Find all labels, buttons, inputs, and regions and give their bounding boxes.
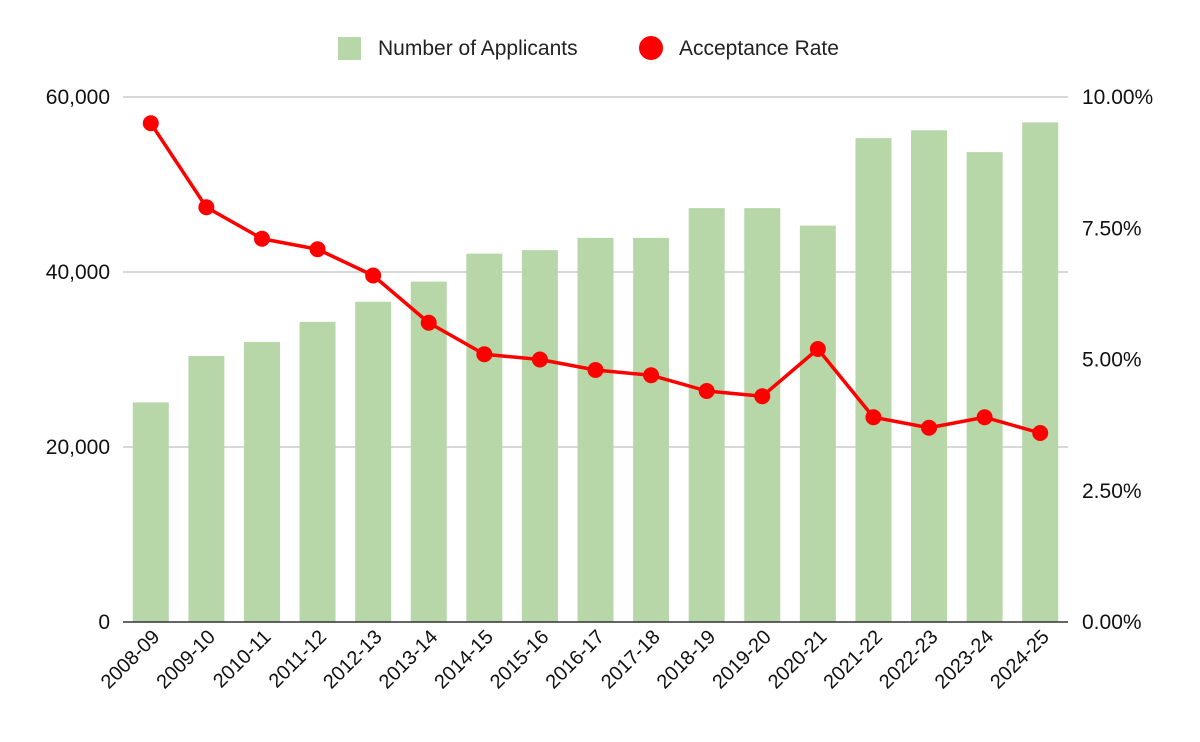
acceptance-rate-point xyxy=(1032,425,1049,441)
x-tick-label: 2023-24 xyxy=(931,626,998,693)
x-tick-label: 2008-09 xyxy=(97,626,164,693)
bar xyxy=(132,402,169,622)
acceptance-rate-point xyxy=(921,419,938,436)
bar xyxy=(188,356,225,622)
y-right-tick-label: 2.50% xyxy=(1082,480,1142,503)
x-tick-label: 2018-19 xyxy=(653,626,720,693)
y-right-tick-label: 5.00% xyxy=(1082,349,1142,372)
legend: Number of Applicants Acceptance Rate xyxy=(338,36,839,60)
acceptance-rate-point xyxy=(754,388,771,405)
x-tick-label: 2016-17 xyxy=(542,626,609,693)
x-tick-label: 2019-20 xyxy=(708,626,775,693)
acceptance-rate-point xyxy=(976,409,993,426)
acceptance-rate-point xyxy=(142,115,159,132)
x-tick-label: 2021-22 xyxy=(820,626,887,693)
x-tick-label: 2014-15 xyxy=(430,626,497,693)
legend-label-acceptance-rate: Acceptance Rate xyxy=(679,37,839,60)
acceptance-rate-point xyxy=(253,230,270,247)
acceptance-rate-point xyxy=(420,314,437,331)
y-right-tick-label: 7.50% xyxy=(1082,217,1142,240)
bar xyxy=(577,237,614,622)
x-tick-label: 2009-10 xyxy=(152,626,219,693)
x-tick-label: 2024-25 xyxy=(986,626,1053,693)
x-tick-label: 2015-16 xyxy=(486,626,553,693)
acceptance-rate-point xyxy=(643,367,660,384)
x-tick-label: 2013-14 xyxy=(375,626,442,693)
acceptance-rate-point xyxy=(809,341,826,357)
acceptance-rate-point xyxy=(198,199,215,216)
bar xyxy=(744,208,781,622)
y-left-tick-label: 60,000 xyxy=(46,86,110,109)
legend-swatch-acceptance-rate xyxy=(639,36,663,60)
acceptance-rate-point xyxy=(476,346,493,363)
bar xyxy=(355,301,392,622)
acceptance-rate-point xyxy=(531,351,548,368)
bar xyxy=(911,130,948,622)
x-tick-label: 2011-12 xyxy=(265,626,331,692)
bar xyxy=(410,281,447,622)
x-tick-label: 2022-23 xyxy=(875,626,942,693)
y-left-tick-label: 20,000 xyxy=(46,436,110,459)
bar xyxy=(299,321,336,622)
x-tick-label: 2017-18 xyxy=(597,626,664,693)
x-tick-label: 2020-21 xyxy=(764,626,831,693)
bar xyxy=(521,250,558,622)
acceptance-rate-point xyxy=(365,267,382,284)
y-right-tick-label: 10.00% xyxy=(1082,86,1153,109)
bar xyxy=(966,152,1003,622)
acceptance-rate-point xyxy=(698,383,715,399)
x-tick-label: 2012-13 xyxy=(319,626,386,693)
bar xyxy=(243,342,280,622)
acceptance-rate-point xyxy=(865,409,882,426)
bar xyxy=(466,253,503,622)
line-series-acceptance-rate xyxy=(142,115,1049,441)
bar xyxy=(1022,122,1059,622)
y-right-tick-label: 0.00% xyxy=(1082,611,1142,634)
acceptance-rate-point xyxy=(587,362,604,378)
legend-label-applicants: Number of Applicants xyxy=(378,37,578,60)
bar xyxy=(799,225,836,622)
x-tick-label: 2010-11 xyxy=(209,626,275,692)
bar xyxy=(633,237,670,622)
bar-series-applicants xyxy=(132,122,1059,622)
bar xyxy=(855,138,892,622)
bar xyxy=(688,208,725,622)
y-left-tick-label: 0 xyxy=(98,611,110,634)
legend-swatch-applicants xyxy=(338,37,361,60)
y-left-tick-label: 40,000 xyxy=(46,261,110,284)
acceptance-rate-point xyxy=(309,241,326,258)
